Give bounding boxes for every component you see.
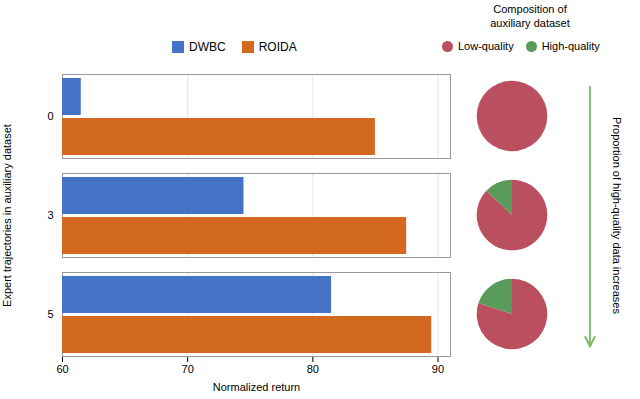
svg-text:0: 0	[47, 110, 53, 122]
svg-text:5: 5	[47, 308, 53, 320]
html-text:ROIDA: ROIDA	[258, 40, 297, 54]
svg-text:Normalized return: Normalized return	[213, 381, 300, 393]
svg-text:Proportion of high-quality dat: Proportion of high-quality data increase…	[611, 117, 623, 314]
html-text:Composition of auxiliary datas: Composition of auxiliary dataset	[490, 3, 570, 30]
svg-text:80: 80	[307, 363, 319, 375]
svg-text:70: 70	[182, 363, 194, 375]
html-text:High-quality: High-quality	[541, 40, 600, 52]
html-text:Low-quality: Low-quality	[458, 40, 514, 52]
svg-text:Expert trajectories in auxilia: Expert trajectories in auxiliary dataset	[1, 124, 13, 307]
svg-text:60: 60	[56, 363, 68, 375]
html-text:DWBC: DWBC	[189, 40, 226, 54]
svg-text:90: 90	[432, 363, 444, 375]
svg-text:3: 3	[47, 209, 53, 221]
